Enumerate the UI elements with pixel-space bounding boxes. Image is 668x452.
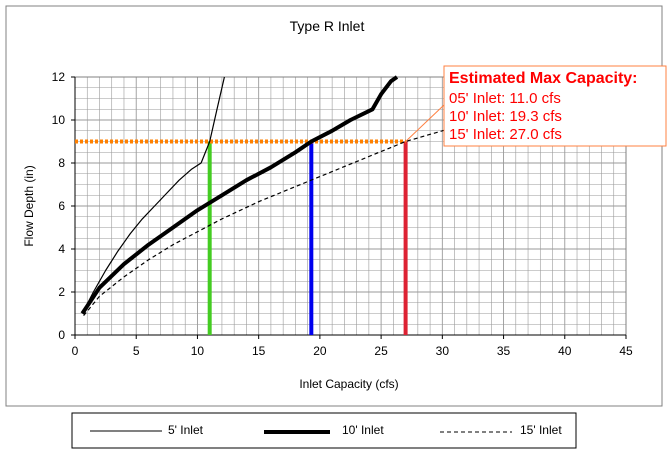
- reference-lines: [75, 139, 408, 335]
- max-capacity-annotation: Estimated Max Capacity: 05' Inlet: 11.0 …: [405, 65, 667, 147]
- x-tick-label: 35: [497, 344, 511, 358]
- x-tick-label: 0: [72, 344, 79, 358]
- chart-title: Type R Inlet: [290, 18, 365, 34]
- series-line-10ft: [80, 75, 399, 315]
- legend-label-10ft: 10' Inlet: [342, 423, 384, 437]
- y-tick-label: 8: [58, 156, 65, 170]
- y-tick-label: 6: [58, 199, 65, 213]
- x-axis-label: Inlet Capacity (cfs): [299, 377, 398, 391]
- x-tick-label: 20: [313, 344, 327, 358]
- series-line-15ft: [83, 119, 480, 316]
- annotation-title: Estimated Max Capacity:: [449, 70, 638, 87]
- y-tick-label: 0: [58, 328, 65, 342]
- y-axis-label: Flow Depth (in): [22, 165, 36, 246]
- x-tick-label: 25: [374, 344, 388, 358]
- annotation-box: [443, 65, 667, 147]
- annotation-line-15ft: 15' Inlet: 27.0 cfs: [449, 126, 562, 143]
- x-tick-label: 45: [619, 344, 633, 358]
- annotation-line-10ft: 10' Inlet: 19.3 cfs: [449, 108, 562, 125]
- series-lines: [80, 75, 480, 316]
- series-line-5ft: [81, 76, 225, 314]
- annotation-leader-line: [405, 104, 445, 142]
- legend: 5' Inlet 10' Inlet 15' Inlet: [71, 412, 577, 449]
- x-tick-label: 40: [558, 344, 572, 358]
- x-tick-label: 15: [252, 344, 266, 358]
- y-tick-label: 4: [58, 242, 65, 256]
- legend-label-15ft: 15' Inlet: [520, 423, 562, 437]
- legend-label-5ft: 5' Inlet: [168, 423, 204, 437]
- y-tick-label: 2: [58, 285, 65, 299]
- axes: 0 5 10 15 20 25 30 35 40 45 0 2 4 6 8 10 12: [52, 70, 633, 358]
- y-tick-label: 12: [52, 70, 66, 84]
- y-tick-label: 10: [52, 113, 66, 127]
- annotation-line-5ft: 05' Inlet: 11.0 cfs: [449, 90, 561, 107]
- x-tick-label: 30: [436, 344, 450, 358]
- x-tick-label: 10: [191, 344, 205, 358]
- x-tick-label: 5: [133, 344, 140, 358]
